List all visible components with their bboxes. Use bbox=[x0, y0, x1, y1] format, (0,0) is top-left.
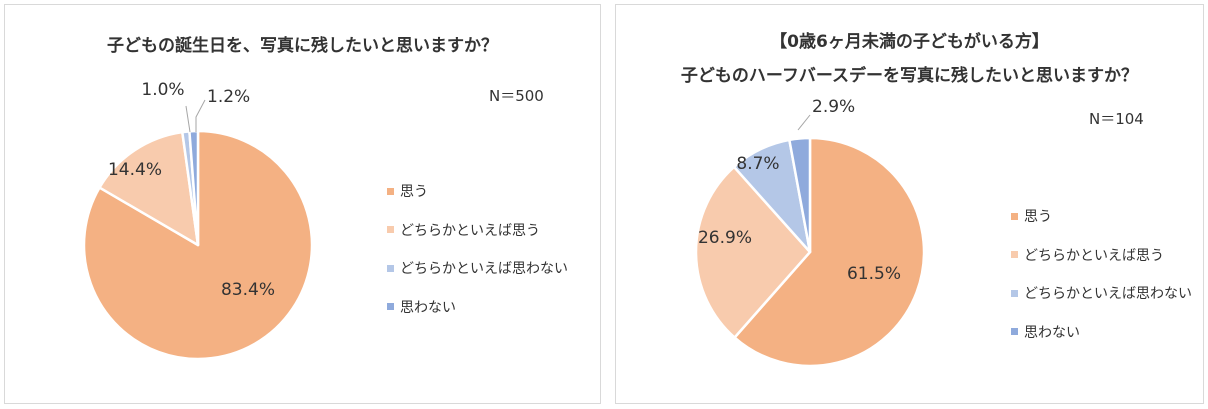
chart-2-legend-label-dochiraka-omowanai: どちらかといえば思わない bbox=[1024, 286, 1192, 303]
chart-1-title: 子どもの誕生日を、写真に残したいと思いますか？ bbox=[107, 36, 498, 56]
chart-panel-2: 【0歳6ヶ月未満の子どもがいる方】 子どものハーフバースデーを写真に残したいと思… bbox=[615, 4, 1204, 404]
chart-2-legend-swatch-omowanai bbox=[1011, 328, 1018, 336]
chart-2-slice-dochiraka-omou bbox=[694, 165, 812, 339]
chart-1-legend-item-dochiraka-omou: どちらかといえば思う bbox=[387, 211, 568, 250]
chart-1-data-label-dochiraka-omou: 14.4% bbox=[108, 160, 162, 180]
chart-1-legend-label-omowanai: 思わない bbox=[400, 299, 456, 316]
chart-2-legend-item-dochiraka-omowanai: どちらかといえば思わない bbox=[1011, 274, 1192, 313]
chart-panel-1: 子どもの誕生日を、写真に残したいと思いますか？ N＝500 83.4% 14.4%… bbox=[4, 4, 601, 404]
chart-2-legend-item-omou: 思う bbox=[1011, 197, 1192, 236]
chart-2-data-label-dochiraka-omou: 26.9% bbox=[698, 228, 752, 248]
chart-2-pie: 61.5% 26.9% 8.7% 2.9% bbox=[694, 97, 926, 368]
chart-1-legend-item-omowanai: 思わない bbox=[387, 288, 568, 327]
chart-2-data-label-omou: 61.5% bbox=[847, 264, 901, 284]
chart-2-legend-label-omowanai: 思わない bbox=[1024, 324, 1080, 341]
chart-2-slice-omou bbox=[733, 136, 926, 368]
chart-1-legend-label-dochiraka-omowanai: どちらかといえば思わない bbox=[400, 261, 568, 278]
chart-1-leader-line-omowanai bbox=[195, 99, 206, 132]
chart-1-legend: 思う どちらかといえば思う どちらかといえば思わない 思わない bbox=[387, 172, 568, 326]
chart-1-data-label-dochiraka-omowanai: 1.0% bbox=[141, 80, 184, 100]
chart-1-slice-dochiraka-omou bbox=[98, 130, 200, 247]
chart-2-legend-label-omou: 思う bbox=[1024, 209, 1052, 226]
chart-1-sample-size: N＝500 bbox=[489, 87, 544, 105]
chart-2-legend: 思う どちらかといえば思う どちらかといえば思わない 思わない bbox=[1011, 197, 1192, 351]
chart-1-legend-label-dochiraka-omou: どちらかといえば思う bbox=[400, 222, 540, 239]
chart-1-legend-item-dochiraka-omowanai: どちらかといえば思わない bbox=[387, 249, 568, 288]
chart-1-data-label-omou: 83.4% bbox=[221, 280, 275, 300]
chart-1-legend-item-omou: 思う bbox=[387, 172, 568, 211]
chart-2-sample-size: N＝104 bbox=[1089, 110, 1144, 128]
chart-2-subtitle: 子どものハーフバースデーを写真に残したいと思いますか？ bbox=[680, 66, 1139, 86]
chart-1-legend-label-omou: 思う bbox=[400, 184, 428, 201]
chart-1-legend-swatch-dochiraka-omou bbox=[387, 226, 394, 234]
chart-2-legend-item-omowanai: 思わない bbox=[1011, 313, 1192, 352]
chart-2-legend-swatch-omou bbox=[1011, 212, 1018, 220]
chart-2-slice-omowanai bbox=[788, 136, 812, 254]
chart-1-leader-line-dochiraka-omowanai bbox=[185, 105, 191, 133]
chart-2-legend-item-dochiraka-omou: どちらかといえば思う bbox=[1011, 236, 1192, 275]
chart-1-legend-swatch-omowanai bbox=[387, 303, 394, 311]
chart-1-legend-swatch-dochiraka-omowanai bbox=[387, 264, 394, 272]
chart-1-pie: 83.4% 14.4% 1.0% 1.2% bbox=[82, 80, 314, 361]
chart-1-legend-swatch-omou bbox=[387, 187, 394, 195]
chart-2-data-label-dochiraka-omowanai: 8.7% bbox=[736, 154, 779, 174]
chart-2-legend-swatch-dochiraka-omowanai bbox=[1011, 289, 1018, 297]
chart-2-legend-label-dochiraka-omou: どちらかといえば思う bbox=[1024, 247, 1164, 264]
chart-2-leader-line-omowanai bbox=[797, 114, 811, 131]
chart-2-data-label-omowanai: 2.9% bbox=[812, 97, 855, 117]
chart-2-legend-swatch-dochiraka-omou bbox=[1011, 251, 1018, 259]
chart-1-data-label-omowanai: 1.2% bbox=[207, 87, 250, 107]
chart-2-title: 【0歳6ヶ月未満の子どもがいる方】 bbox=[770, 32, 1049, 52]
